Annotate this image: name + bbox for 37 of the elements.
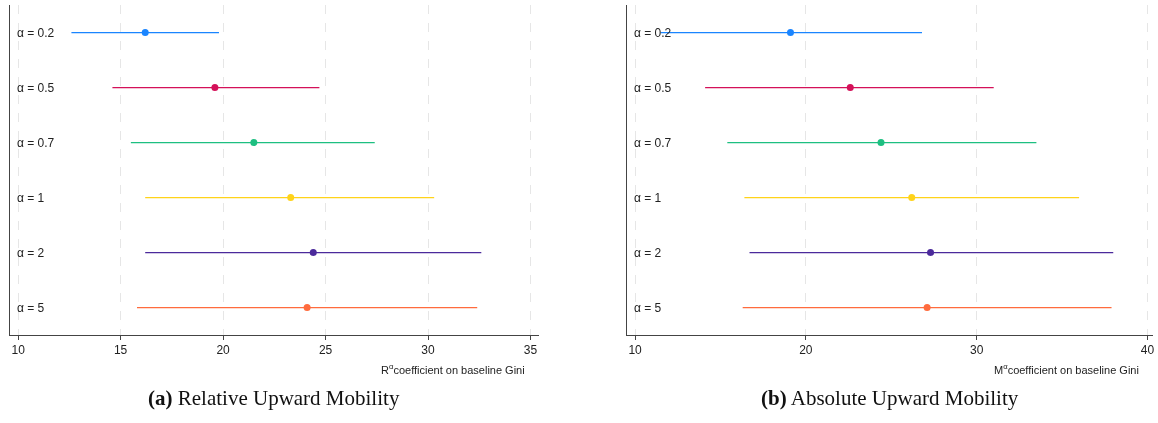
point <box>287 194 295 202</box>
text: (b) Absolute Upward Mobility <box>761 386 1019 410</box>
x-axis-title: M$^{α}$coefficient on baseline Gini <box>994 362 1139 376</box>
point <box>309 249 317 257</box>
point <box>927 249 935 257</box>
point <box>846 84 854 92</box>
x-tick-label: 30 <box>421 343 436 358</box>
x-tick-label: 20 <box>799 343 813 358</box>
x-axis-title: R$^{α}$coefficient on baseline Gini <box>381 362 525 376</box>
point <box>250 139 258 147</box>
y-tick-label: α = 5 <box>17 301 45 315</box>
x-tick-label: 35 <box>523 343 538 358</box>
point <box>211 84 219 92</box>
point <box>923 304 931 312</box>
x-tick-label: 30 <box>969 343 984 358</box>
y-tick-label: α = 1 <box>634 191 662 205</box>
x-tick-label: 40 <box>1140 343 1155 358</box>
point <box>303 304 311 312</box>
text: (a) Relative Upward Mobility <box>148 386 400 410</box>
point <box>908 194 916 202</box>
y-tick-label: α = 2 <box>634 246 662 260</box>
x-tick-label: 25 <box>318 343 333 358</box>
y-tick-label: α = 0.5 <box>17 81 55 95</box>
y-tick-label: α = 0.5 <box>634 81 672 95</box>
y-tick-label: α = 0.7 <box>634 136 672 150</box>
y-tick-label: α = 2 <box>17 246 45 260</box>
point <box>787 29 794 37</box>
y-tick-label: α = 1 <box>17 191 45 205</box>
x-tick-label: 20 <box>216 343 231 358</box>
x-tick-label: 10 <box>11 343 26 358</box>
y-tick-label: α = 0.7 <box>17 136 55 150</box>
point <box>141 29 149 37</box>
y-tick-label: α = 0.2 <box>17 26 55 40</box>
x-tick-label: 10 <box>628 343 643 358</box>
y-tick-label: α = 5 <box>634 301 662 315</box>
x-tick-label: 15 <box>113 343 128 358</box>
point <box>877 139 885 147</box>
